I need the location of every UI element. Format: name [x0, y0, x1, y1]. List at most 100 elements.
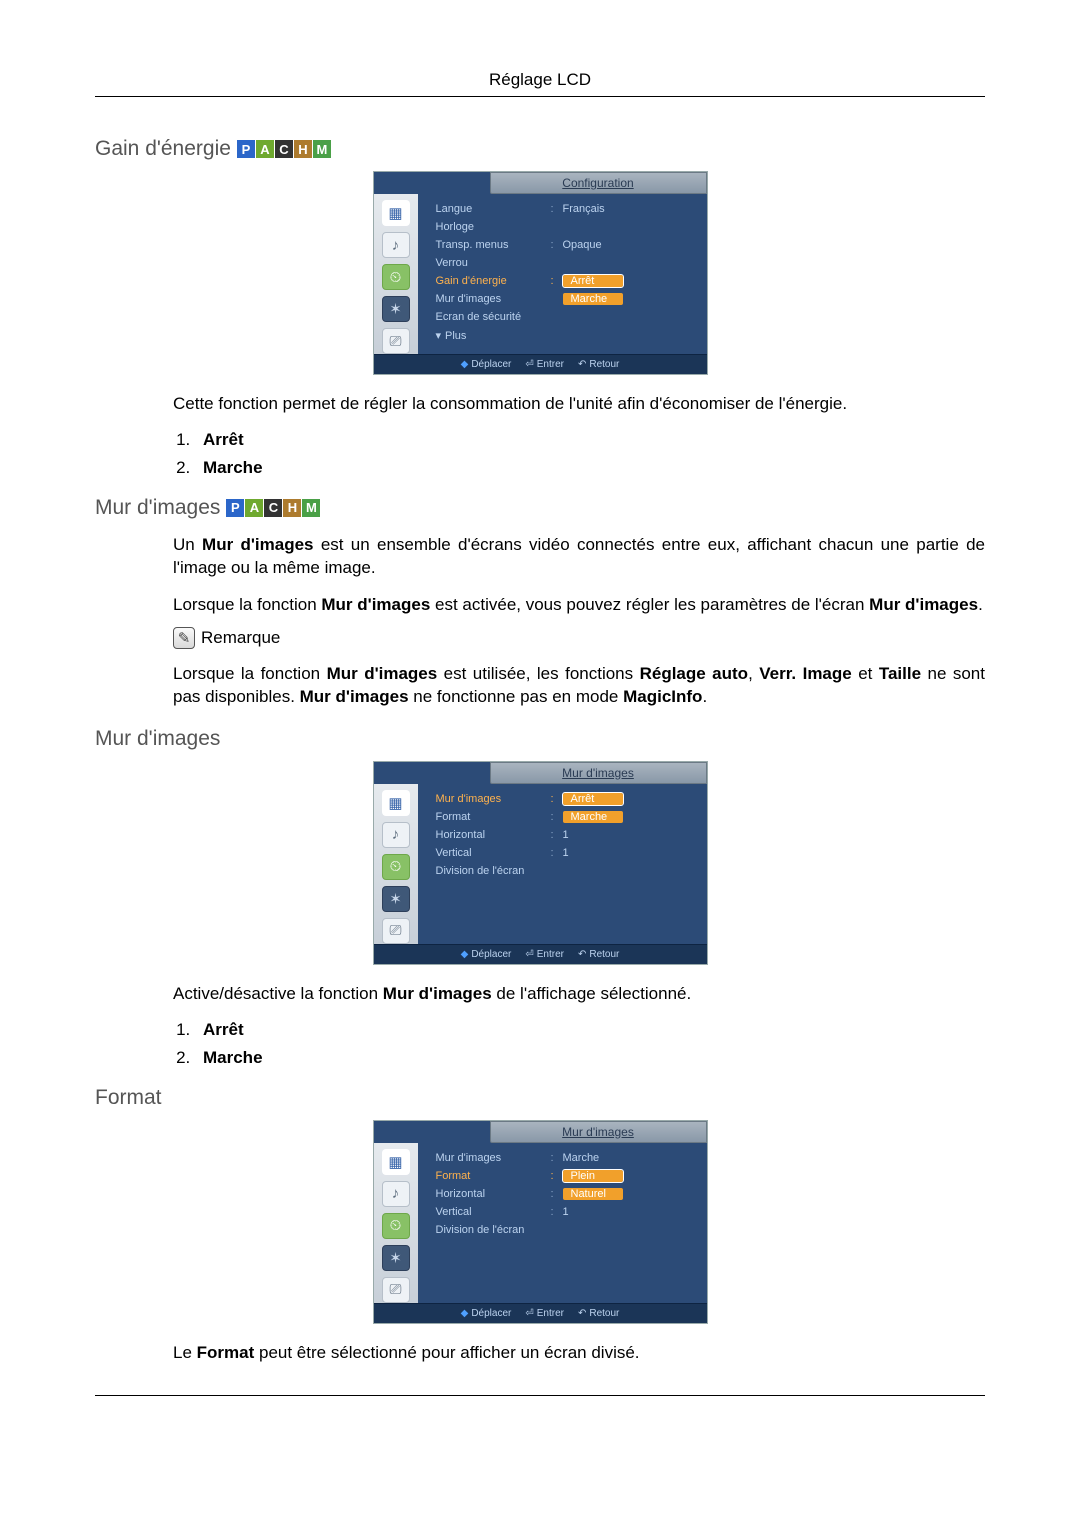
osd-row-colon: : [551, 203, 561, 215]
note-label: Remarque [201, 628, 280, 648]
badge-h: H [283, 499, 301, 517]
gain-options: Arrêt Marche [195, 430, 985, 478]
mur-options: Arrêt Marche [195, 1020, 985, 1068]
badge-h: H [294, 140, 312, 158]
mur-opt2-label: Marche [203, 1048, 263, 1067]
mur-intro-body: Un Mur d'images est un ensemble d'écrans… [173, 534, 985, 709]
osd-row-value: 1 [561, 847, 697, 859]
footer-move: Déplacer [461, 359, 512, 370]
t: Verr. Image [759, 664, 851, 683]
t: . [978, 595, 983, 614]
picture-tab-icon: ▦ [382, 1149, 410, 1175]
badges-mur: P A C H M [226, 499, 320, 517]
t: Mur d'images [202, 535, 313, 554]
gain-para1: Cette fonction permet de régler la conso… [173, 393, 985, 416]
osd-row: Ecran de sécurité [436, 308, 697, 326]
top-rule [95, 96, 985, 97]
osd3-title: Mur d'images [490, 1121, 707, 1143]
osd-row-colon: : [551, 1206, 561, 1218]
osd-row: Division de l'écran [436, 862, 697, 880]
footer-return: Retour [578, 359, 619, 370]
format-body: Le Format peut être sélectionné pour aff… [173, 1342, 985, 1365]
osd-row-value: Arrêt [561, 275, 697, 287]
setup-tab-icon: ✶ [382, 886, 410, 912]
mur-intro-para3: Lorsque la fonction Mur d'images est uti… [173, 663, 985, 709]
osd-row-label: Ecran de sécurité [436, 311, 551, 323]
osd2-wrap: Mur d'images ▦ ♪ ⏲ ✶ ⎚ Mur d'images:Arrê… [95, 761, 985, 965]
osd3: Mur d'images ▦ ♪ ⏲ ✶ ⎚ Mur d'images:Marc… [373, 1120, 708, 1324]
t: Mur d'images [321, 595, 430, 614]
osd-row-label: Mur d'images [436, 293, 551, 305]
osd-row-label: Division de l'écran [436, 1224, 551, 1236]
footer-enter: Entrer [525, 949, 564, 960]
osd-row-label: Mur d'images [436, 1152, 551, 1164]
osd-row-colon: : [551, 1170, 561, 1182]
mur-opt1-label: Arrêt [203, 1020, 244, 1039]
osd-row: Horizontal:1 [436, 826, 697, 844]
osd-row-label: Langue [436, 203, 551, 215]
page-title: Réglage LCD [95, 70, 985, 90]
osd-row-label: Plus [436, 329, 551, 342]
osd-row: Vertical:1 [436, 844, 697, 862]
osd-row-label: Gain d'énergie [436, 275, 551, 287]
format-para1: Le Format peut être sélectionné pour aff… [173, 1342, 985, 1365]
osd-row-value: Marche [561, 811, 697, 823]
osd1-list: Langue:FrançaisHorlogeTransp. menus:Opaq… [418, 194, 707, 354]
note-row: ✎ Remarque [173, 627, 985, 649]
mur-body: Active/désactive la fonction Mur d'image… [173, 983, 985, 1068]
bottom-rule [95, 1395, 985, 1396]
source-tab-icon: ⎚ [382, 1277, 410, 1303]
badge-a: A [256, 140, 274, 158]
osd1: Configuration ▦ ♪ ⏲ ✶ ⎚ Langue:FrançaisH… [373, 171, 708, 375]
osd2-footer: Déplacer Entrer Retour [374, 944, 707, 964]
gain-opt2-label: Marche [203, 458, 263, 477]
osd-row: Format:Plein [436, 1167, 697, 1185]
mur-para1: Active/désactive la fonction Mur d'image… [173, 983, 985, 1006]
osd-row: Plus [436, 326, 697, 345]
osd-row: Horizontal:Naturel [436, 1185, 697, 1203]
badges-gain: P A C H M [237, 140, 331, 158]
timer-tab-icon: ⏲ [382, 854, 410, 880]
mur-intro-para1: Un Mur d'images est un ensemble d'écrans… [173, 534, 985, 580]
osd-row-label: Format [436, 1170, 551, 1182]
osd-row-value: Naturel [561, 1188, 697, 1200]
timer-tab-icon: ⏲ [382, 264, 410, 290]
badge-m: M [302, 499, 320, 517]
osd-row-label: Vertical [436, 1206, 551, 1218]
t: , [748, 664, 759, 683]
t: est utilisée, les fonctions [437, 664, 639, 683]
osd-row-colon: : [551, 1152, 561, 1164]
gain-opt2: Marche [195, 458, 985, 478]
osd-row-colon: : [551, 811, 561, 823]
mur-opt2: Marche [195, 1048, 985, 1068]
osd-row: Transp. menus:Opaque [436, 236, 697, 254]
heading-format: Format [95, 1086, 985, 1110]
t: Lorsque la fonction [173, 664, 327, 683]
osd-row: Mur d'images:Marche [436, 1149, 697, 1167]
osd1-tabs: ▦ ♪ ⏲ ✶ ⎚ [374, 194, 418, 354]
osd-row-label: Horloge [436, 221, 551, 233]
t: et [852, 664, 879, 683]
heading-mur: Mur d'images [95, 727, 985, 751]
t: Lorsque la fonction [173, 595, 321, 614]
gain-body: Cette fonction permet de régler la conso… [173, 393, 985, 478]
badge-m: M [313, 140, 331, 158]
page: Réglage LCD Gain d'énergie P A C H M Con… [95, 70, 985, 1396]
t: Mur d'images [300, 687, 409, 706]
t: Format [197, 1343, 255, 1362]
badge-c: C [275, 140, 293, 158]
mur-opt1: Arrêt [195, 1020, 985, 1040]
t: Mur d'images [327, 664, 438, 683]
gain-opt1: Arrêt [195, 430, 985, 450]
osd-row: Format:Marche [436, 808, 697, 826]
footer-enter: Entrer [525, 359, 564, 370]
osd-row-value: Plein [561, 1170, 697, 1182]
t: de l'affichage sélectionné. [492, 984, 692, 1003]
sound-tab-icon: ♪ [382, 822, 410, 848]
osd-row-label: Horizontal [436, 1188, 551, 1200]
osd2: Mur d'images ▦ ♪ ⏲ ✶ ⎚ Mur d'images:Arrê… [373, 761, 708, 965]
heading-mur-intro-text: Mur d'images [95, 496, 220, 520]
osd-row-value: Marche [561, 1152, 697, 1164]
footer-return: Retour [578, 949, 619, 960]
t: Mur d'images [383, 984, 492, 1003]
